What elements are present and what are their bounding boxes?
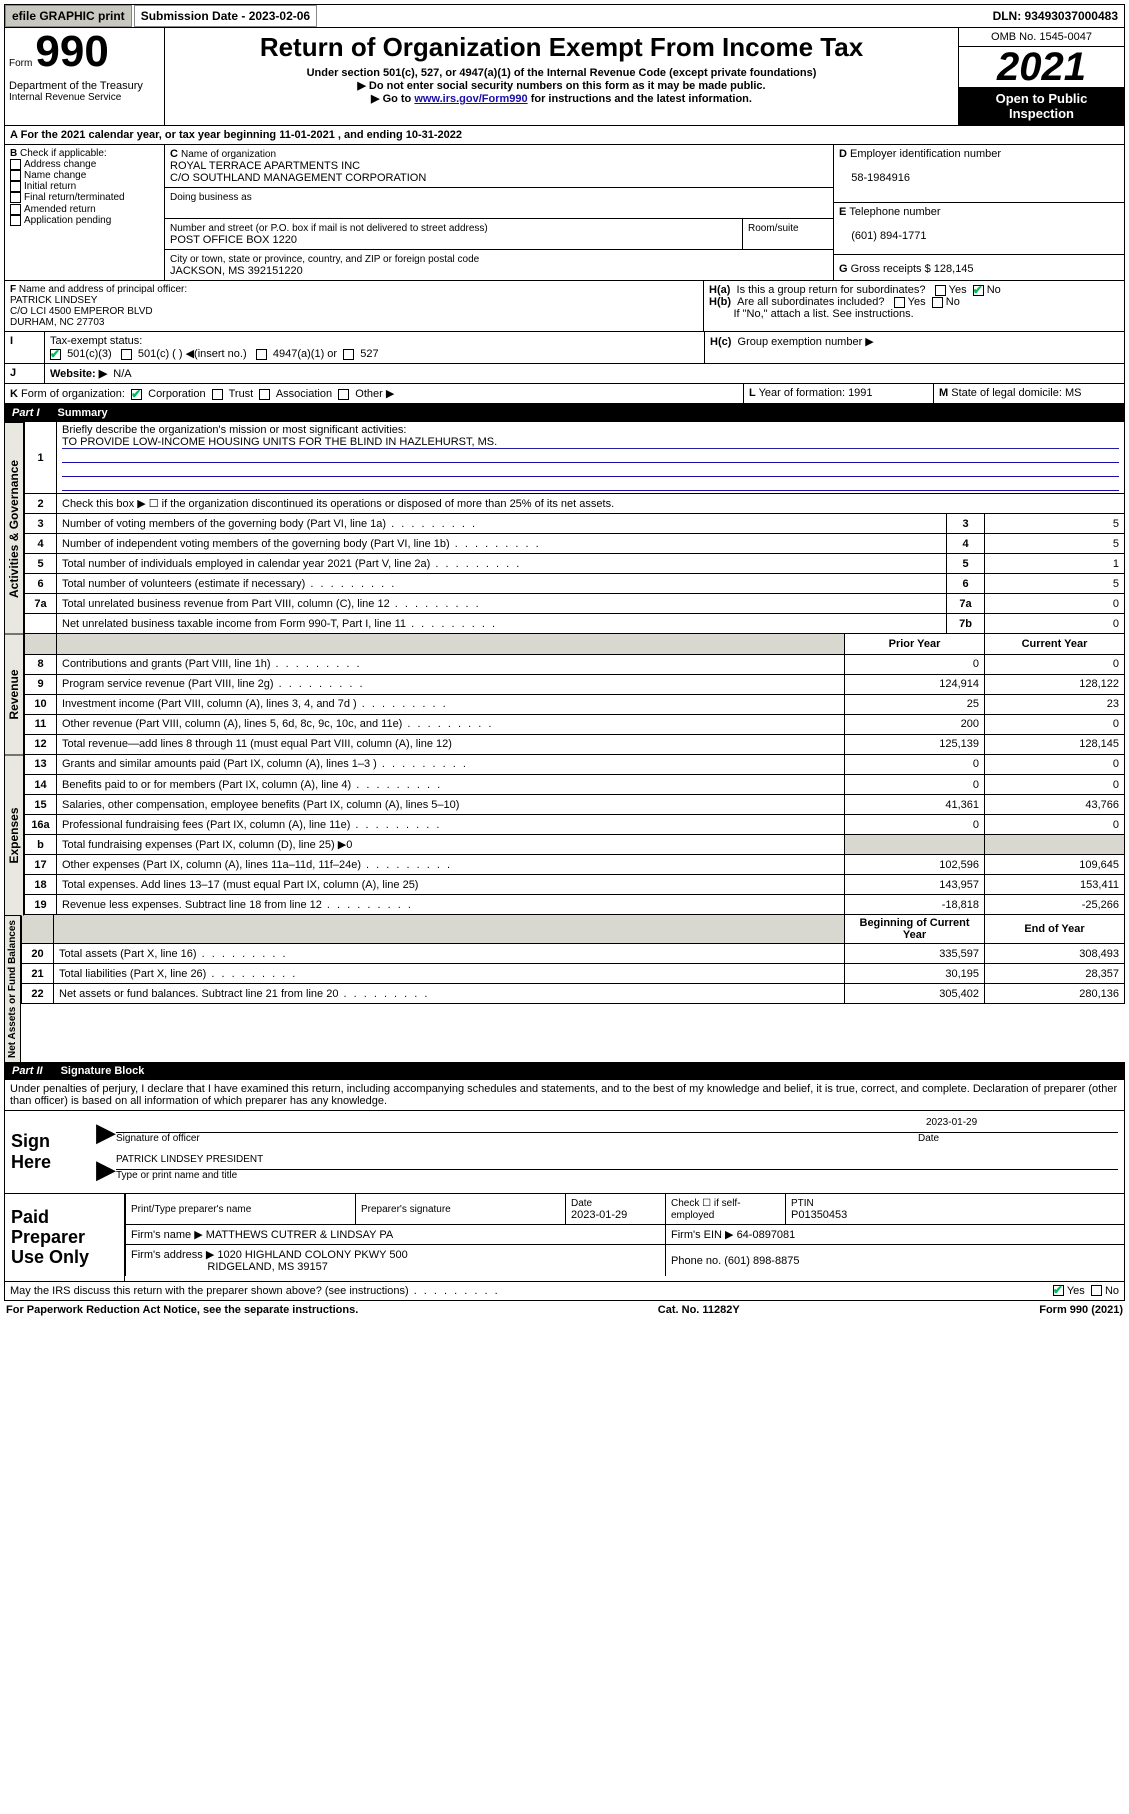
tax-year: 2021 xyxy=(959,47,1124,87)
check-label: Check if applicable: xyxy=(20,148,107,159)
efile-print-button[interactable]: efile GRAPHIC print xyxy=(5,5,132,27)
form-header: Form 990 Department of the Treasury Inte… xyxy=(4,28,1125,126)
gross-receipts: 128,145 xyxy=(934,263,974,275)
org-co: C/O SOUTHLAND MANAGEMENT CORPORATION xyxy=(170,172,426,184)
ptin: P01350453 xyxy=(791,1209,847,1221)
page-footer: For Paperwork Reduction Act Notice, see … xyxy=(4,1301,1125,1319)
ha-no[interactable] xyxy=(973,285,984,296)
form-note-2: ▶ Go to www.irs.gov/Form990 for instruct… xyxy=(173,92,950,105)
check-final[interactable] xyxy=(10,192,21,203)
signer-name: PATRICK LINDSEY PRESIDENT xyxy=(116,1154,1118,1170)
discuss-yes[interactable] xyxy=(1053,1285,1064,1296)
check-initial[interactable] xyxy=(10,181,21,192)
submission-date: Submission Date - 2023-02-06 xyxy=(134,5,317,27)
netassets-table: Beginning of Current YearEnd of Year 20T… xyxy=(21,915,1125,1004)
check-corp[interactable] xyxy=(131,389,142,400)
dln: DLN: 93493037000483 xyxy=(993,9,1124,23)
form-title: Return of Organization Exempt From Incom… xyxy=(173,32,950,63)
section-i: I Tax-exempt status: 501(c)(3) 501(c) ( … xyxy=(4,332,1125,364)
line7b-val: 0 xyxy=(985,614,1125,634)
check-address[interactable] xyxy=(10,159,21,170)
check-4947[interactable] xyxy=(256,349,267,360)
part-ii-header: Part II Signature Block xyxy=(4,1062,1125,1080)
open-to-public: Open to Public Inspection xyxy=(959,87,1124,125)
check-other[interactable] xyxy=(338,389,349,400)
check-527[interactable] xyxy=(343,349,354,360)
line4-val: 5 xyxy=(985,534,1125,554)
section-fh: F Name and address of principal officer:… xyxy=(4,281,1125,332)
line6-val: 5 xyxy=(985,574,1125,594)
declaration: Under penalties of perjury, I declare th… xyxy=(4,1080,1125,1111)
form-label: Form xyxy=(9,58,32,69)
expenses-table: 13Grants and similar amounts paid (Part … xyxy=(24,755,1125,916)
line-a: A For the 2021 calendar year, or tax yea… xyxy=(4,126,1125,145)
form-subtitle: Under section 501(c), 527, or 4947(a)(1)… xyxy=(173,67,950,79)
ha-yes[interactable] xyxy=(935,285,946,296)
line5-val: 1 xyxy=(985,554,1125,574)
line7a-val: 0 xyxy=(985,594,1125,614)
org-address: POST OFFICE BOX 1220 xyxy=(170,234,297,246)
discuss-no[interactable] xyxy=(1091,1285,1102,1296)
sign-date: 2023-01-29 xyxy=(918,1117,1118,1133)
org-city: JACKSON, MS 392151220 xyxy=(170,265,303,277)
top-bar: efile GRAPHIC print Submission Date - 20… xyxy=(4,4,1125,28)
governance-table: 1 Briefly describe the organization's mi… xyxy=(24,422,1125,634)
org-name: ROYAL TERRACE APARTMENTS INC xyxy=(170,160,360,172)
officer-name: PATRICK LINDSEY xyxy=(10,295,97,306)
irs-link[interactable]: www.irs.gov/Form990 xyxy=(414,93,527,105)
discuss-row: May the IRS discuss this return with the… xyxy=(4,1282,1125,1301)
sign-here: Sign Here ▶ 2023-01-29 Signature of offi… xyxy=(4,1111,1125,1194)
check-name[interactable] xyxy=(10,170,21,181)
firm-name: MATTHEWS CUTRER & LINDSAY PA xyxy=(206,1229,393,1241)
phone: (601) 894-1771 xyxy=(851,230,926,242)
year-formation: 1991 xyxy=(848,387,872,399)
hb-yes[interactable] xyxy=(894,297,905,308)
check-assoc[interactable] xyxy=(259,389,270,400)
form-note-1: ▶ Do not enter social security numbers o… xyxy=(173,79,950,92)
check-pending[interactable] xyxy=(10,215,21,226)
part-i-header: Part I Summary xyxy=(4,404,1125,422)
section-j: J Website: ▶ N/A xyxy=(4,364,1125,384)
irs-label: Internal Revenue Service xyxy=(9,92,160,103)
firm-phone: (601) 898-8875 xyxy=(724,1255,799,1267)
mission: TO PROVIDE LOW-INCOME HOUSING UNITS FOR … xyxy=(62,436,1119,449)
revenue-table: Prior YearCurrent Year 8Contributions an… xyxy=(24,634,1125,755)
side-governance: Activities & Governance xyxy=(4,422,24,634)
side-netassets: Net Assets or Fund Balances xyxy=(4,915,21,1062)
paid-preparer: Paid Preparer Use Only Print/Type prepar… xyxy=(4,1194,1125,1282)
firm-ein: 64-0897081 xyxy=(737,1229,796,1241)
side-expenses: Expenses xyxy=(4,755,24,916)
section-bcd: B Check if applicable: Address change Na… xyxy=(4,145,1125,281)
line3-val: 5 xyxy=(985,514,1125,534)
form-number: 990 xyxy=(35,27,108,76)
side-revenue: Revenue xyxy=(4,634,24,755)
section-klm: K Form of organization: Corporation Trus… xyxy=(4,384,1125,404)
check-trust[interactable] xyxy=(212,389,223,400)
hb-no[interactable] xyxy=(932,297,943,308)
check-501c[interactable] xyxy=(121,349,132,360)
check-501c3[interactable] xyxy=(50,349,61,360)
website: N/A xyxy=(113,368,131,380)
check-amended[interactable] xyxy=(10,204,21,215)
domicile: MS xyxy=(1065,387,1082,399)
firm-addr: 1020 HIGHLAND COLONY PKWY 500 xyxy=(217,1249,407,1261)
ein: 58-1984916 xyxy=(851,172,910,184)
prep-date: 2023-01-29 xyxy=(571,1209,627,1221)
